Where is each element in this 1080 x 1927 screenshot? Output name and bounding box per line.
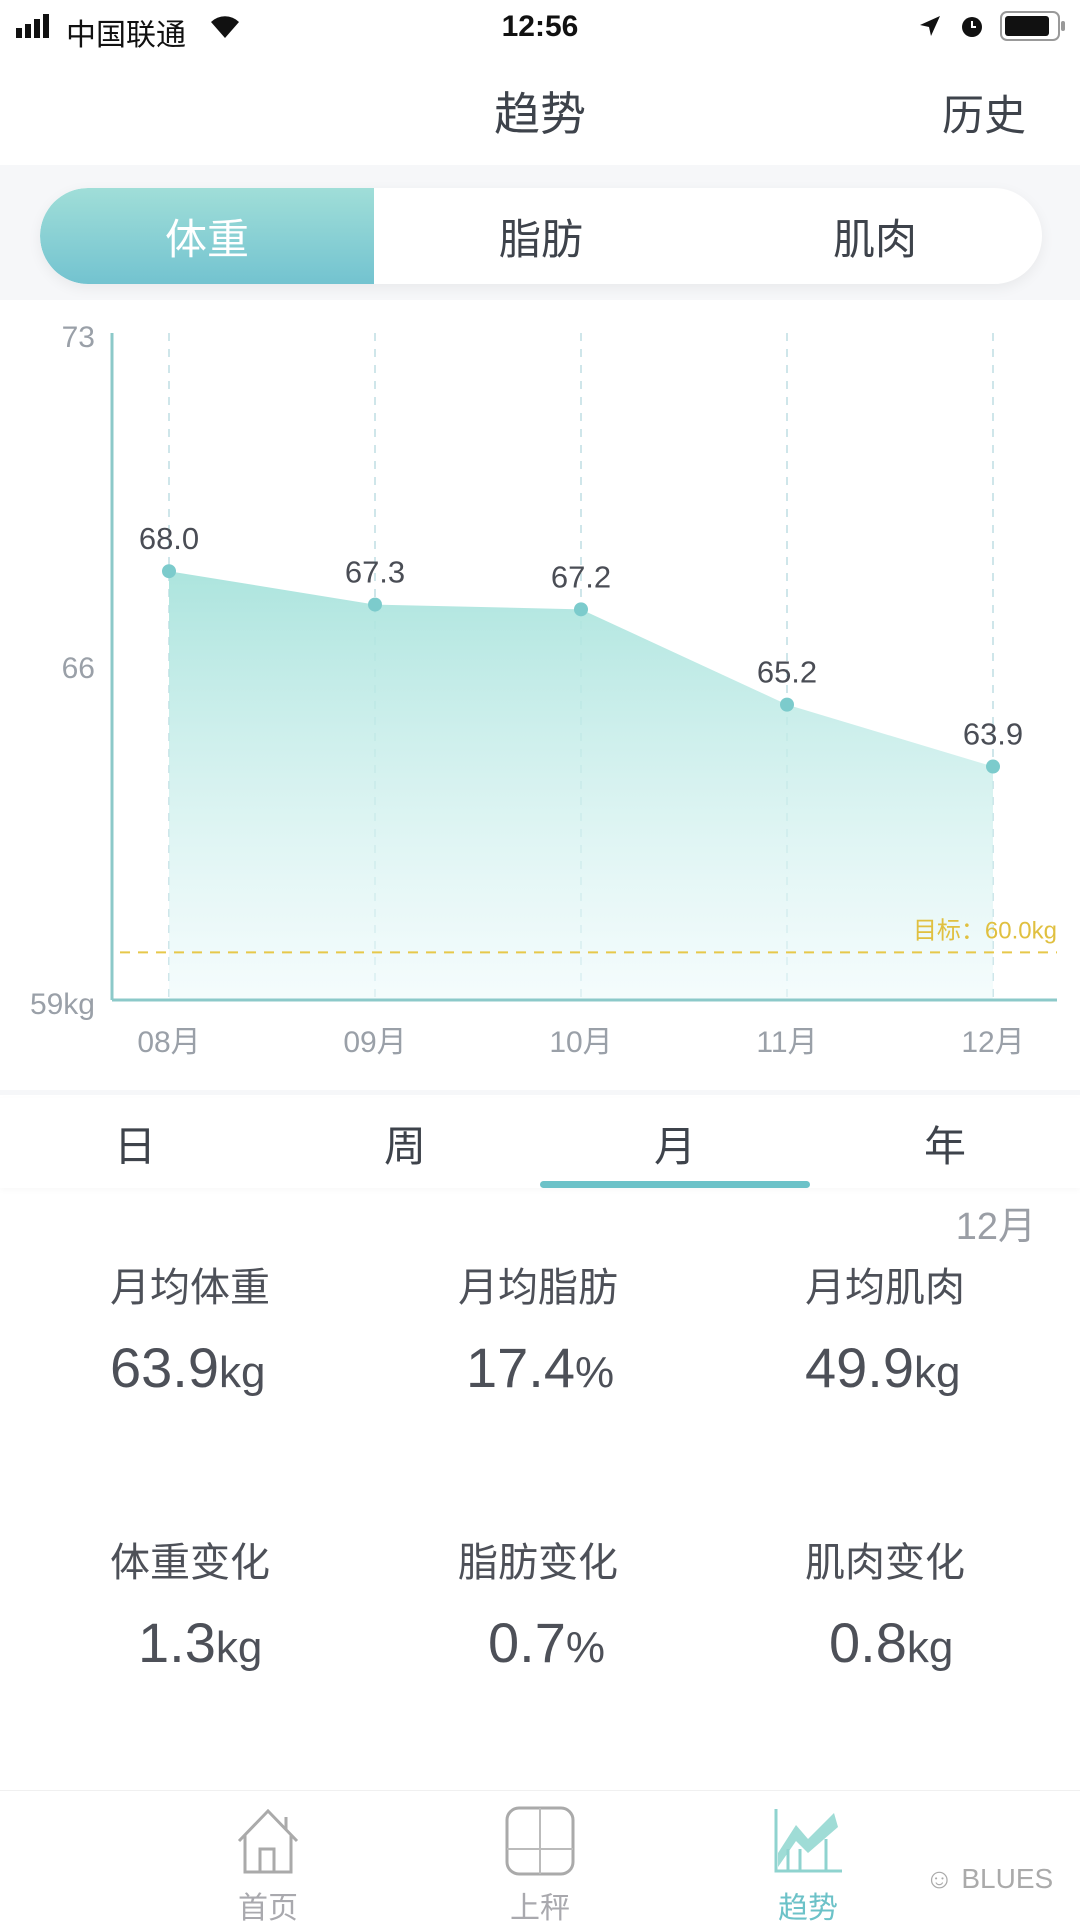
data-point[interactable] (986, 759, 1000, 774)
data-point[interactable] (162, 564, 176, 579)
y-tick-66: 66 (62, 652, 95, 685)
wifi-icon (211, 16, 239, 38)
tab-week[interactable]: 周 (383, 1122, 426, 1170)
period-tabs: 日 周 月 年 (0, 1098, 1080, 1188)
stat-value: 1.3kg (138, 1610, 262, 1675)
nav-weigh-label: 上秤 (510, 1892, 570, 1925)
stat-number: 49.9 (805, 1336, 914, 1399)
metric-segmented-control: 体重 脂肪 肌肉 (40, 188, 1042, 284)
carrier: 中国联通 (66, 19, 186, 52)
y-tick-59: 59kg (30, 988, 95, 1021)
stat-unit: % (575, 1348, 615, 1397)
x-tick-label: 10月 (549, 1026, 612, 1059)
wechat-icon: ☺ (925, 1863, 962, 1894)
data-label: 63.9 (963, 717, 1023, 752)
period-label: 12月 (955, 1206, 1036, 1248)
watermark-text: BLUES (961, 1863, 1054, 1894)
stat-unit: kg (219, 1348, 266, 1397)
stat-number: 63.9 (110, 1336, 219, 1399)
stat-label: 肌肉变化 (805, 1541, 965, 1585)
data-point[interactable] (368, 597, 382, 612)
tab-month[interactable]: 月 (540, 1098, 810, 1188)
data-point[interactable] (574, 602, 588, 617)
nav-home[interactable]: 首页 (208, 1791, 328, 1925)
scale-icon (505, 1806, 575, 1876)
data-label: 65.2 (757, 655, 817, 690)
stat-number: 17.4 (466, 1336, 575, 1399)
x-tick-label: 12月 (961, 1026, 1024, 1059)
tab-day[interactable]: 日 (113, 1122, 156, 1170)
stat-label: 体重变化 (110, 1541, 270, 1585)
history-button[interactable]: 历史 (941, 92, 1026, 139)
nav-home-label: 首页 (238, 1892, 298, 1925)
stat-number: 0.8 (829, 1611, 907, 1674)
trend-icon (774, 1809, 842, 1873)
tab-muscle[interactable]: 肌肉 (832, 215, 917, 263)
goal-label: 目标：60.0kg (913, 917, 1057, 944)
data-label: 67.2 (551, 559, 611, 594)
stat-unit: kg (914, 1348, 961, 1397)
nav-trend-label: 趋势 (778, 1892, 838, 1925)
clock: 12:56 (501, 10, 579, 43)
stat-label: 月均脂肪 (458, 1266, 618, 1310)
stat-unit: kg (906, 1623, 954, 1672)
stat-value: 63.9kg (110, 1335, 265, 1400)
stat-label: 月均体重 (110, 1266, 270, 1310)
data-label: 68.0 (139, 521, 199, 556)
stat-value: 49.9kg (805, 1335, 960, 1400)
page-title: 趋势 (494, 88, 586, 140)
stat-label: 月均肌肉 (805, 1266, 965, 1310)
y-tick-73: 73 (62, 321, 95, 354)
data-label: 67.3 (345, 555, 405, 590)
weight-trend-chart: 目标：60.0kg 68.0 08月 67.3 09月 67.2 10月 65.2 11月 63… (0, 300, 1080, 1090)
status-bar: 中国联通 12:56 (0, 0, 1080, 56)
tab-year[interactable]: 年 (923, 1122, 966, 1170)
battery-icon (1000, 11, 1065, 41)
watermark: ☺ BLUES (925, 1863, 1053, 1895)
stat-unit: kg (215, 1623, 263, 1672)
nav-trend[interactable]: 趋势 (748, 1791, 868, 1925)
x-tick-label: 08月 (137, 1026, 200, 1059)
home-icon (237, 1809, 299, 1874)
stat-number: 0.7 (488, 1611, 566, 1674)
alarm-icon (962, 17, 982, 37)
stat-value: 17.4% (466, 1335, 614, 1400)
location-icon (920, 16, 940, 36)
x-tick-label: 11月 (756, 1026, 817, 1059)
x-tick-label: 09月 (343, 1026, 406, 1059)
stat-unit: % (565, 1623, 605, 1672)
bottom-nav: 首页 上秤 趋势 ☺ BLUES (0, 1790, 1080, 1925)
tab-fat[interactable]: 脂肪 (498, 215, 583, 263)
stat-label: 脂肪变化 (458, 1541, 618, 1585)
stat-number: 1.3 (138, 1611, 216, 1674)
area-fill (169, 571, 993, 1000)
nav-weigh[interactable]: 上秤 (480, 1791, 600, 1925)
data-point[interactable] (780, 697, 794, 712)
stat-value: 0.7% (488, 1610, 605, 1675)
tab-weight[interactable]: 体重 (40, 188, 374, 284)
stat-value: 0.8kg (829, 1610, 953, 1675)
signal-icon (16, 14, 49, 38)
